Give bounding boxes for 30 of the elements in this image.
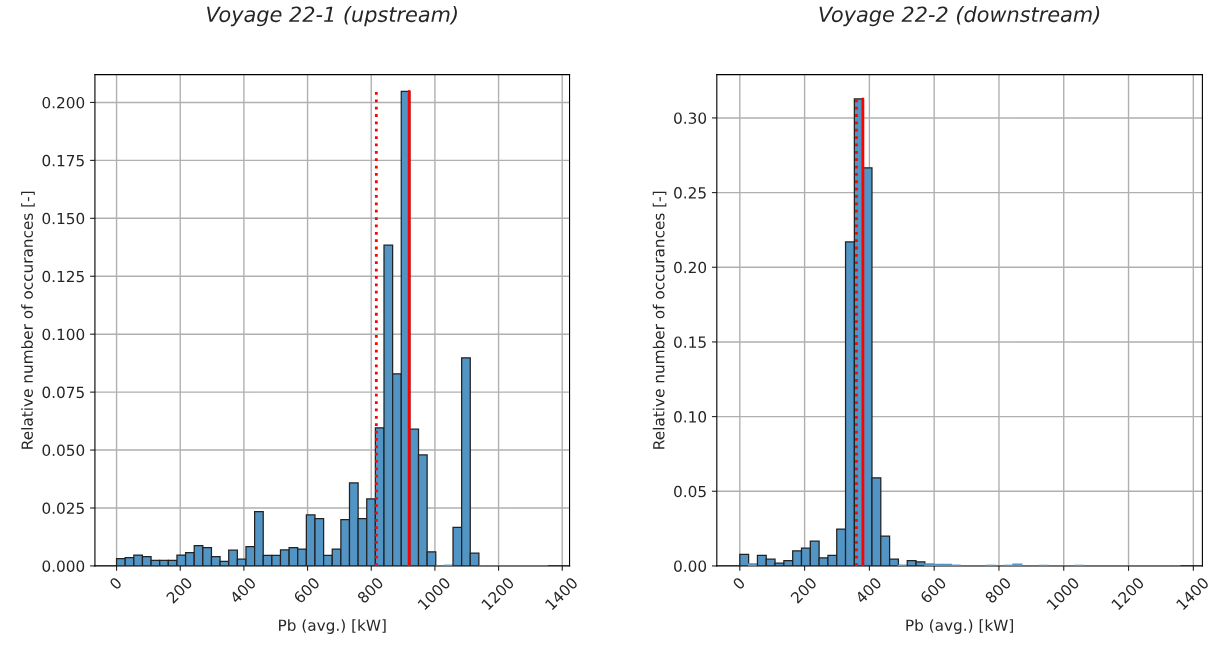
x-tick-label: 600: [919, 576, 947, 604]
y-tick-label: 0.25: [674, 187, 706, 199]
y-tick-label: 0.05: [674, 485, 706, 498]
y-axis-title: Relative number of occurances [-]: [21, 191, 35, 449]
y-tick-label: 0.025: [42, 502, 84, 515]
x-tick-label: 800: [984, 576, 1012, 604]
y-tick-label: 0.15: [674, 336, 706, 348]
x-axis-title: Pb (avg.) [kW]: [906, 619, 1013, 634]
y-tick-label: 0.000: [42, 560, 85, 572]
y-tick-label: 0.175: [42, 154, 84, 167]
y-tick-label: 0.00: [674, 560, 707, 572]
x-axis-title: Pb (avg.) [kW]: [279, 619, 386, 634]
y-tick-label: 0.30: [674, 112, 707, 124]
chart-title: Voyage 22-1 (upstream): [207, 6, 457, 27]
y-tick-label: 0.20: [674, 261, 707, 274]
x-tick-label: 0: [108, 576, 123, 591]
x-tick-label: 600: [292, 576, 321, 604]
x-tick-label: 0: [732, 576, 746, 591]
y-tick-label: 0.100: [42, 328, 85, 341]
x-tick-label: 400: [229, 576, 257, 605]
y-tick-label: 0.200: [42, 96, 85, 109]
y-tick-label: 0.075: [42, 386, 84, 399]
y-axis-title: Relative number of occurances [-]: [652, 191, 667, 449]
chart-title: Voyage 22-2 (downstream): [819, 6, 1100, 27]
y-tick-label: 0.10: [674, 411, 707, 423]
y-tick-label: 0.125: [42, 270, 84, 283]
x-tick-label: 800: [356, 576, 384, 604]
y-tick-label: 0.050: [42, 444, 85, 457]
y-tick-label: 0.150: [42, 212, 85, 225]
x-tick-label: 400: [854, 576, 883, 605]
